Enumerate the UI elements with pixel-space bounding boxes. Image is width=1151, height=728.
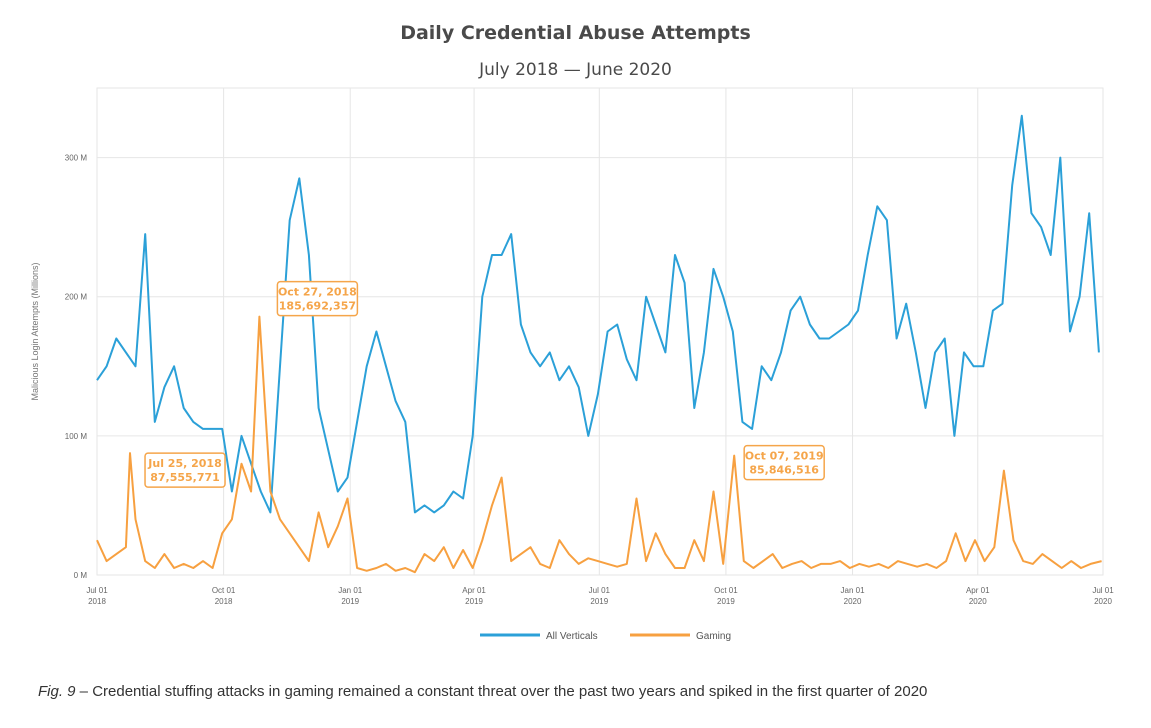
x-tick-year: 2018 bbox=[88, 597, 106, 606]
callout-date: Oct 07, 2019 bbox=[745, 450, 824, 463]
x-tick-year: 2019 bbox=[590, 597, 608, 606]
y-axis-ticks: 0 M 100 M 200 M 300 M Malicious Login Attemp… bbox=[30, 154, 87, 580]
callout-box bbox=[276, 280, 359, 317]
callout-box bbox=[743, 444, 825, 481]
x-tick-year: 2020 bbox=[969, 597, 987, 606]
callout-date: Oct 27, 2018 bbox=[278, 286, 357, 299]
x-tick-label: Jan 01 bbox=[841, 586, 866, 595]
x-tick-year: 2019 bbox=[465, 597, 483, 606]
chart-title: Daily Credential Abuse Attempts bbox=[400, 22, 751, 44]
x-tick-label: Apr 01 bbox=[462, 586, 486, 595]
x-tick-label: Jul 01 bbox=[1092, 586, 1114, 595]
x-tick-label: Apr 01 bbox=[966, 586, 990, 595]
figure-number: Fig. 9 bbox=[38, 683, 76, 700]
legend: All Verticals Gaming bbox=[480, 631, 731, 642]
chart-subtitle: July 2018 — June 2020 bbox=[479, 60, 672, 80]
caption-text: – Credential stuffing attacks in gaming … bbox=[75, 683, 928, 700]
callout-date: Jul 25, 2018 bbox=[147, 457, 221, 470]
x-tick-year: 2020 bbox=[844, 597, 862, 606]
legend-label: Gaming bbox=[696, 631, 731, 642]
x-tick-label: Jul 01 bbox=[86, 586, 108, 595]
series-line-all-verticals bbox=[96, 114, 1100, 514]
figure-caption: Fig. 9 – Credential stuffing attacks in … bbox=[38, 683, 1138, 700]
x-tick-year: 2020 bbox=[1094, 597, 1112, 606]
callout-box bbox=[144, 452, 226, 488]
y-tick-label: 100 M bbox=[65, 432, 88, 441]
legend-label: All Verticals bbox=[546, 631, 598, 642]
x-tick-label: Oct 01 bbox=[212, 586, 236, 595]
series-lines bbox=[96, 114, 1102, 574]
x-tick-year: 2019 bbox=[717, 597, 735, 606]
y-tick-label: 200 M bbox=[65, 293, 88, 302]
x-tick-year: 2019 bbox=[341, 597, 359, 606]
y-tick-label: 300 M bbox=[65, 154, 88, 163]
callout-value: 85,846,516 bbox=[749, 464, 819, 477]
plot-frame bbox=[96, 87, 1104, 576]
series-line-gaming bbox=[96, 315, 1102, 574]
grid-lines bbox=[96, 87, 1104, 576]
x-tick-label: Jan 01 bbox=[338, 586, 363, 595]
x-axis-ticks: Jul 01 2018 Oct 01 2018 Jan 01 2019 Apr 01 2019… bbox=[86, 586, 1114, 606]
x-tick-label: Jul 01 bbox=[589, 586, 611, 595]
y-axis-title: Malicious Login Attempts (Millions) bbox=[30, 262, 40, 400]
callout-value: 87,555,771 bbox=[150, 471, 220, 484]
x-tick-year: 2018 bbox=[215, 597, 233, 606]
x-tick-label: Oct 01 bbox=[714, 586, 738, 595]
y-tick-label: 0 M bbox=[74, 571, 88, 580]
callout-value: 185,692,357 bbox=[279, 300, 356, 313]
